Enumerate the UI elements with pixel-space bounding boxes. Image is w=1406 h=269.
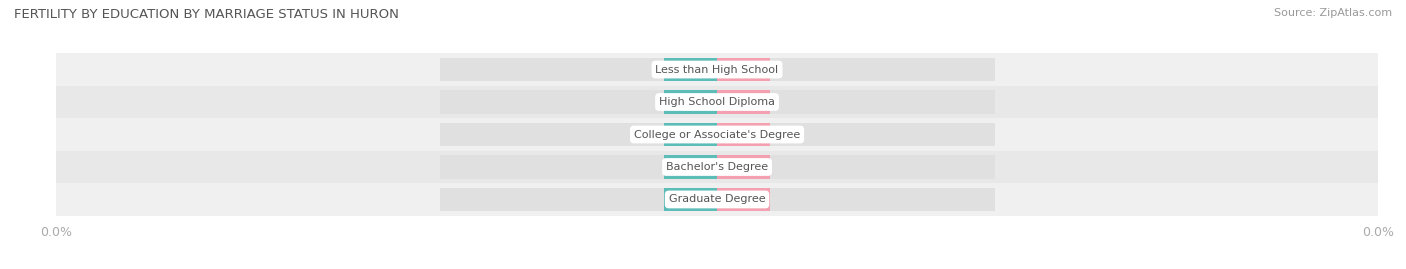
Bar bbox=[717, 123, 770, 146]
Text: Less than High School: Less than High School bbox=[655, 65, 779, 75]
Text: College or Associate's Degree: College or Associate's Degree bbox=[634, 129, 800, 140]
Text: 0.0%: 0.0% bbox=[678, 162, 704, 172]
Bar bbox=[717, 188, 770, 211]
Text: 0.0%: 0.0% bbox=[730, 162, 756, 172]
Bar bbox=[56, 118, 1378, 151]
Text: 0.0%: 0.0% bbox=[730, 65, 756, 75]
Bar bbox=[664, 188, 717, 211]
Bar bbox=[664, 58, 717, 81]
Bar bbox=[440, 188, 717, 211]
Bar bbox=[717, 90, 994, 114]
Text: FERTILITY BY EDUCATION BY MARRIAGE STATUS IN HURON: FERTILITY BY EDUCATION BY MARRIAGE STATU… bbox=[14, 8, 399, 21]
Text: 0.0%: 0.0% bbox=[678, 65, 704, 75]
Bar bbox=[664, 123, 717, 146]
Bar bbox=[717, 90, 770, 114]
Text: 0.0%: 0.0% bbox=[678, 194, 704, 204]
Bar bbox=[717, 58, 770, 81]
Bar bbox=[717, 58, 994, 81]
Text: High School Diploma: High School Diploma bbox=[659, 97, 775, 107]
Text: Graduate Degree: Graduate Degree bbox=[669, 194, 765, 204]
Text: 0.0%: 0.0% bbox=[730, 194, 756, 204]
Bar bbox=[717, 188, 994, 211]
Text: Source: ZipAtlas.com: Source: ZipAtlas.com bbox=[1274, 8, 1392, 18]
Bar bbox=[717, 155, 994, 179]
Bar bbox=[664, 90, 717, 114]
Bar bbox=[56, 53, 1378, 86]
Text: 0.0%: 0.0% bbox=[730, 97, 756, 107]
Bar bbox=[664, 155, 717, 179]
Bar bbox=[56, 86, 1378, 118]
Bar bbox=[440, 155, 717, 179]
Bar bbox=[56, 151, 1378, 183]
Bar bbox=[56, 183, 1378, 216]
Bar bbox=[440, 90, 717, 114]
Bar bbox=[717, 123, 994, 146]
Text: 0.0%: 0.0% bbox=[678, 97, 704, 107]
Text: 0.0%: 0.0% bbox=[678, 129, 704, 140]
Bar bbox=[440, 123, 717, 146]
Bar bbox=[717, 155, 770, 179]
Text: 0.0%: 0.0% bbox=[730, 129, 756, 140]
Text: Bachelor's Degree: Bachelor's Degree bbox=[666, 162, 768, 172]
Bar bbox=[440, 58, 717, 81]
